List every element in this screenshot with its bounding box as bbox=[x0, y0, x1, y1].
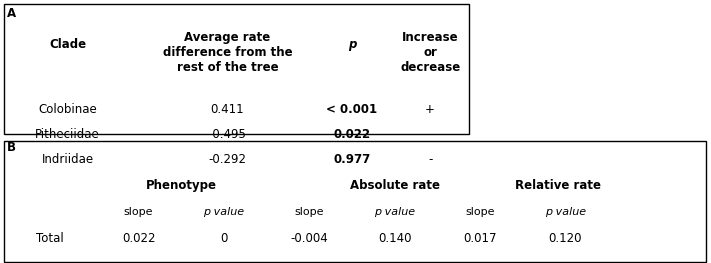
Text: -: - bbox=[428, 153, 432, 166]
Text: 0.411: 0.411 bbox=[210, 103, 245, 116]
Text: +: + bbox=[425, 103, 435, 116]
Text: 0.017: 0.017 bbox=[463, 231, 497, 245]
Text: 0.140: 0.140 bbox=[378, 231, 412, 245]
Text: Relative rate: Relative rate bbox=[515, 179, 601, 192]
Text: 0.022: 0.022 bbox=[122, 231, 156, 245]
Text: -0.495: -0.495 bbox=[208, 128, 247, 141]
Text: p: p bbox=[348, 38, 356, 51]
Text: Indriidae: Indriidae bbox=[41, 153, 94, 166]
Text: p value: p value bbox=[374, 207, 415, 217]
Text: 0.022: 0.022 bbox=[333, 128, 370, 141]
Text: Clade: Clade bbox=[49, 38, 86, 51]
Text: Phenotype: Phenotype bbox=[146, 179, 217, 192]
Text: p value: p value bbox=[545, 207, 586, 217]
Text: -0.004: -0.004 bbox=[290, 231, 328, 245]
Text: Pitheciidae: Pitheciidae bbox=[35, 128, 100, 141]
Text: 0.977: 0.977 bbox=[333, 153, 370, 166]
Bar bbox=[4, 4, 469, 134]
Text: Absolute rate: Absolute rate bbox=[350, 179, 439, 192]
Text: B: B bbox=[7, 141, 16, 154]
Text: slope: slope bbox=[294, 207, 324, 217]
Text: Colobinae: Colobinae bbox=[38, 103, 97, 116]
Text: slope: slope bbox=[124, 207, 154, 217]
Text: slope: slope bbox=[465, 207, 495, 217]
Text: Total: Total bbox=[36, 231, 64, 245]
Bar bbox=[4, 141, 706, 262]
Text: p value: p value bbox=[203, 207, 245, 217]
Text: Increase
or
decrease: Increase or decrease bbox=[400, 31, 460, 74]
Text: A: A bbox=[7, 7, 16, 19]
Text: 0: 0 bbox=[220, 231, 228, 245]
Text: Average rate
difference from the
rest of the tree: Average rate difference from the rest of… bbox=[163, 31, 292, 74]
Text: -: - bbox=[428, 128, 432, 141]
Text: < 0.001: < 0.001 bbox=[326, 103, 378, 116]
Text: 0.120: 0.120 bbox=[548, 231, 582, 245]
Text: -0.292: -0.292 bbox=[208, 153, 247, 166]
